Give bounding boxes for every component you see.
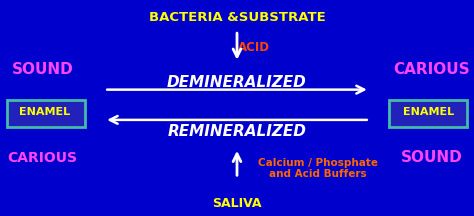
Text: SOUND: SOUND xyxy=(401,150,462,165)
FancyBboxPatch shape xyxy=(7,100,85,127)
Text: SALIVA: SALIVA xyxy=(212,197,262,210)
Text: ACID: ACID xyxy=(237,41,270,54)
Text: Calcium / Phosphate
and Acid Buffers: Calcium / Phosphate and Acid Buffers xyxy=(257,158,378,179)
Text: REMINERALIZED: REMINERALIZED xyxy=(168,124,306,139)
Text: SOUND: SOUND xyxy=(12,62,73,77)
Text: ENAMEL: ENAMEL xyxy=(19,107,71,117)
FancyBboxPatch shape xyxy=(389,100,467,127)
Text: BACTERIA &SUBSTRATE: BACTERIA &SUBSTRATE xyxy=(149,11,325,24)
Text: CARIOUS: CARIOUS xyxy=(393,62,470,77)
Text: CARIOUS: CARIOUS xyxy=(8,151,78,165)
Text: DEMINERALIZED: DEMINERALIZED xyxy=(167,75,307,90)
Text: ENAMEL: ENAMEL xyxy=(403,107,455,117)
